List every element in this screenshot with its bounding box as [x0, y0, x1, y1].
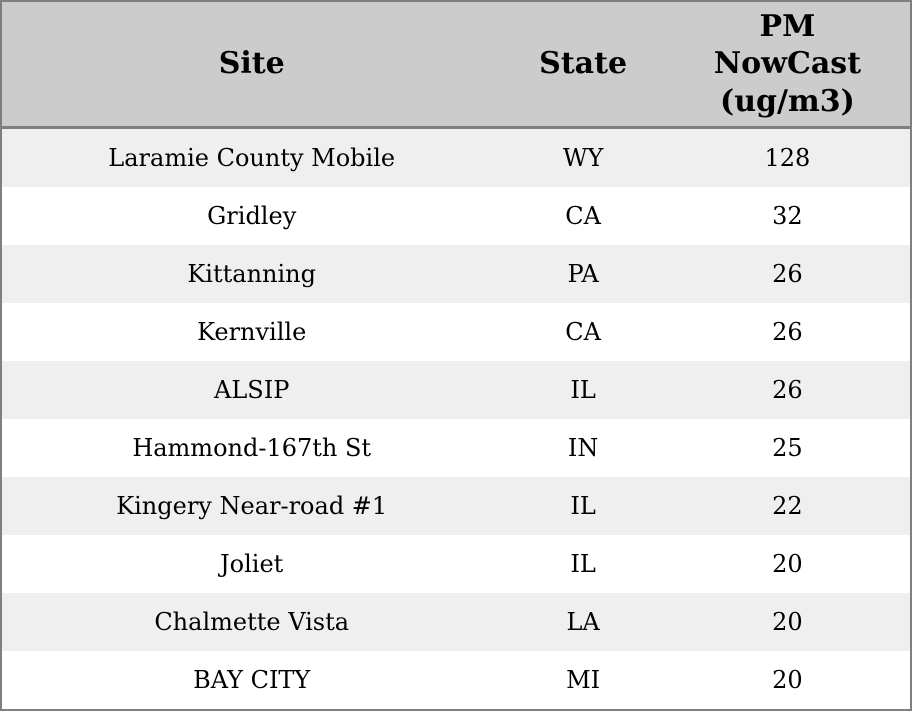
pm-nowcast-cell: 20 [664, 593, 910, 651]
site-cell: Hammond-167th St [2, 419, 502, 477]
table-row: Kingery Near-road #1 IL 22 [2, 477, 910, 535]
table-row: BAY CITY MI 20 [2, 651, 910, 709]
table-header: Site State PM NowCast (ug/m3) [2, 2, 910, 129]
site-cell: BAY CITY [2, 651, 502, 709]
table-row: Hammond-167th St IN 25 [2, 419, 910, 477]
col-header-site: Site [2, 2, 502, 129]
table-row: Kittanning PA 26 [2, 245, 910, 303]
table-header-row: Site State PM NowCast (ug/m3) [2, 2, 910, 129]
pm-nowcast-cell: 20 [664, 535, 910, 593]
pm-nowcast-cell: 26 [664, 361, 910, 419]
table-row: Joliet IL 20 [2, 535, 910, 593]
state-cell: IL [501, 535, 665, 593]
site-cell: Gridley [2, 187, 502, 245]
state-cell: CA [501, 187, 665, 245]
state-cell: PA [501, 245, 665, 303]
table-row: Gridley CA 32 [2, 187, 910, 245]
state-cell: CA [501, 303, 665, 361]
pm-nowcast-cell: 25 [664, 419, 910, 477]
site-cell: Kittanning [2, 245, 502, 303]
table-row: Laramie County Mobile WY 128 [2, 127, 910, 187]
pm-nowcast-cell: 26 [664, 245, 910, 303]
pm-nowcast-cell: 26 [664, 303, 910, 361]
pm-nowcast-cell: 20 [664, 651, 910, 709]
pm-nowcast-cell: 128 [664, 127, 910, 187]
table-row: Kernville CA 26 [2, 303, 910, 361]
site-cell: Joliet [2, 535, 502, 593]
state-cell: LA [501, 593, 665, 651]
table-row: ALSIP IL 26 [2, 361, 910, 419]
col-header-state: State [501, 2, 665, 129]
pm-nowcast-cell: 32 [664, 187, 910, 245]
table-body: Laramie County Mobile WY 128 Gridley CA … [2, 127, 910, 709]
state-cell: IL [501, 361, 665, 419]
pm-nowcast-cell: 22 [664, 477, 910, 535]
site-cell: Chalmette Vista [2, 593, 502, 651]
site-cell: Kingery Near-road #1 [2, 477, 502, 535]
col-header-pm-nowcast: PM NowCast (ug/m3) [664, 2, 910, 129]
site-cell: Kernville [2, 303, 502, 361]
col-header-pm-nowcast-label: PM NowCast (ug/m3) [713, 8, 862, 119]
state-cell: MI [501, 651, 665, 709]
site-cell: Laramie County Mobile [2, 127, 502, 187]
state-cell: WY [501, 127, 665, 187]
state-cell: IL [501, 477, 665, 535]
table-row: Chalmette Vista LA 20 [2, 593, 910, 651]
site-cell: ALSIP [2, 361, 502, 419]
state-cell: IN [501, 419, 665, 477]
